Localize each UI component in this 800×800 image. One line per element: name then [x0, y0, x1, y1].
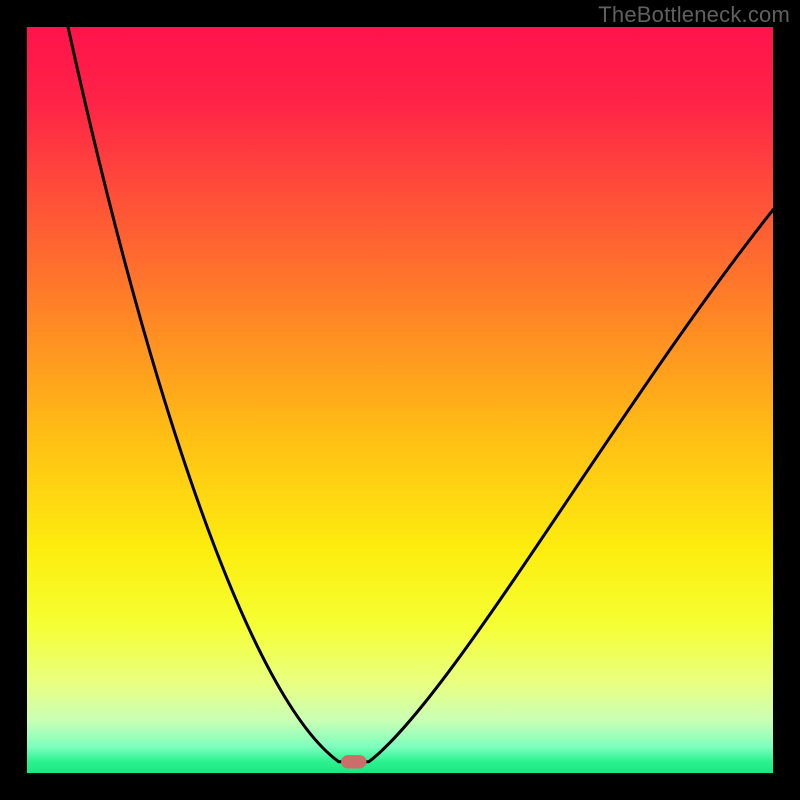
chart-container: TheBottleneck.com	[0, 0, 800, 800]
chart-svg	[0, 0, 800, 800]
plot-background	[27, 27, 773, 773]
watermark-text: TheBottleneck.com	[598, 2, 790, 28]
minimum-marker	[341, 755, 366, 768]
